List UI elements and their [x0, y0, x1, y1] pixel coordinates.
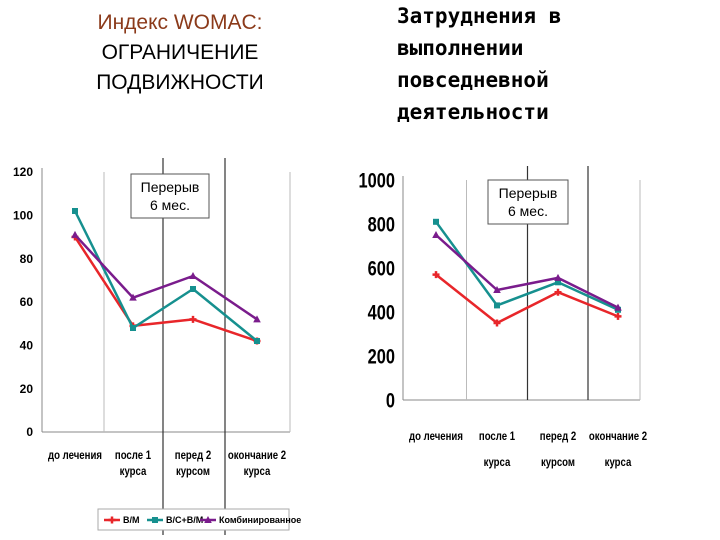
legend-swatch-marker	[152, 517, 158, 523]
right-category-label: перед 2	[540, 430, 576, 443]
right-y-tick-label: 1000	[359, 168, 395, 191]
left-series-line	[73, 210, 258, 342]
right-y-tick-label: 0	[386, 388, 395, 411]
left-series-line	[74, 233, 258, 321]
right-title-line1: Затруднения в	[397, 4, 562, 28]
left-data-point	[72, 208, 78, 214]
right-series-line	[435, 273, 619, 325]
right-y-tick-label: 400	[368, 300, 395, 323]
right-data-point	[614, 312, 622, 320]
right-chart-title: Затруднения в выполнении повседневной де…	[397, 0, 697, 128]
right-category-label: курса	[605, 456, 633, 469]
legend-swatch-marker	[108, 516, 116, 524]
right-y-tick-label: 200	[368, 344, 395, 367]
left-y-tick-label: 120	[13, 165, 33, 179]
right-data-point	[432, 231, 440, 238]
legend-box	[97, 508, 290, 531]
right-break-annotation-line1: Перерыв	[499, 185, 558, 201]
left-category-label: курса	[120, 465, 148, 478]
right-data-point	[494, 302, 500, 309]
left-data-point	[190, 286, 196, 292]
right-category-label: после 1	[479, 430, 515, 443]
left-y-tick-label: 0	[26, 425, 33, 439]
legend-label: В/М	[123, 515, 140, 525]
legend-label: Комбинированное	[219, 515, 301, 525]
right-y-tick-label: 800	[368, 212, 395, 235]
right-data-point	[432, 271, 440, 279]
right-y-tick-label: 600	[368, 256, 395, 279]
right-data-point	[554, 288, 562, 296]
left-data-point	[130, 325, 136, 331]
left-y-tick-label: 60	[20, 295, 34, 309]
right-series-line	[435, 234, 619, 309]
left-y-tick-label: 20	[20, 382, 34, 396]
left-category-label: после 1	[115, 449, 151, 462]
left-category-label: курса	[244, 465, 272, 478]
right-category-label: окончание 2	[589, 430, 647, 443]
right-data-point	[433, 218, 439, 225]
right-data-point	[493, 319, 501, 327]
left-break-annotation-line1: Перерыв	[141, 179, 200, 195]
left-data-point	[189, 315, 197, 323]
right-data-point	[614, 303, 622, 311]
left-data-point	[254, 338, 260, 344]
right-break-annotation-line2: 6 мес.	[508, 203, 548, 219]
left-chart-title: Индекс WOMAC: ОГРАНИЧЕНИЕ ПОДВИЖНОСТИ	[60, 8, 300, 98]
left-data-point	[71, 230, 79, 238]
left-break-annotation-line2: 6 мес.	[150, 197, 190, 213]
left-y-tick-label: 40	[20, 339, 34, 353]
right-data-point	[554, 273, 562, 281]
right-title-line3: повседневной	[397, 68, 549, 92]
right-data-point	[555, 279, 561, 286]
left-title-line3: ПОДВИЖНОСТИ	[96, 71, 264, 94]
left-series-line	[73, 236, 258, 343]
left-category-label: окончание 2	[228, 449, 286, 462]
left-data-point	[129, 293, 137, 301]
left-y-tick-label: 80	[20, 252, 34, 266]
right-category-label: до лечения	[409, 430, 463, 443]
left-y-tick-label: 100	[13, 209, 33, 223]
right-title-line4: деятельности	[397, 100, 549, 124]
left-category-label: перед 2	[175, 449, 211, 462]
right-title-line2: выполнении	[397, 36, 524, 60]
left-break-annotation-box	[130, 173, 210, 219]
left-data-point	[189, 272, 197, 279]
left-title-line1: Индекс WOMAC:	[97, 11, 263, 34]
right-data-point	[493, 286, 501, 293]
right-break-annotation-box	[487, 179, 569, 225]
legend-swatch-marker	[204, 516, 212, 523]
left-category-label: до лечения	[48, 449, 102, 462]
left-title-line2: ОГРАНИЧЕНИЕ	[101, 41, 259, 64]
left-category-label: курсом	[176, 465, 210, 478]
right-category-label: курса	[484, 456, 512, 469]
left-data-point	[253, 315, 261, 323]
right-category-label: курсом	[541, 456, 575, 469]
legend-label: В/С+В/М	[166, 515, 203, 525]
